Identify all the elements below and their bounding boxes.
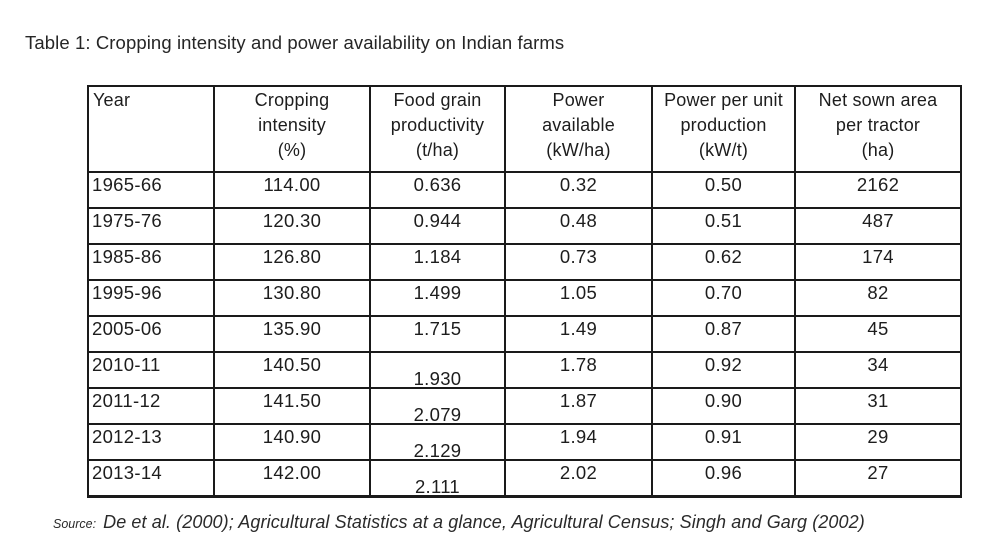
food-grain-productivity-cell: 1.184 xyxy=(369,243,506,281)
source-citation: De et al. (2000); Agricultural Statistic… xyxy=(103,512,865,532)
cropping-intensity-cell: 120.30 xyxy=(213,207,371,245)
year-cell: 2013-14 xyxy=(87,459,215,498)
year-cell: 2010-11 xyxy=(87,351,215,389)
cropping-intensity-cell: 114.00 xyxy=(213,171,371,209)
power-per-unit-cell: 0.51 xyxy=(651,207,796,245)
table-row: 2012-13 140.90 2.129 1.94 0.91 29 xyxy=(87,423,962,461)
food-grain-productivity-cell: 0.636 xyxy=(369,171,506,209)
food-grain-productivity-cell: 2.129 xyxy=(369,423,506,461)
col-header-food-grain-productivity: Food grain productivity (t/ha) xyxy=(369,85,506,173)
net-sown-area-cell: 27 xyxy=(794,459,962,498)
power-per-unit-cell: 0.90 xyxy=(651,387,796,425)
cropping-intensity-cell: 142.00 xyxy=(213,459,371,498)
power-per-unit-cell: 0.91 xyxy=(651,423,796,461)
food-grain-productivity-cell: 1.499 xyxy=(369,279,506,317)
power-available-cell: 2.02 xyxy=(504,459,653,498)
col-header-power-per-unit-production: Power per unit production (kW/t) xyxy=(651,85,796,173)
power-per-unit-cell: 0.92 xyxy=(651,351,796,389)
table-row: 2011-12 141.50 2.079 1.87 0.90 31 xyxy=(87,387,962,425)
year-cell: 1975-76 xyxy=(87,207,215,245)
cropping-intensity-cell: 135.90 xyxy=(213,315,371,353)
power-available-cell: 0.32 xyxy=(504,171,653,209)
power-available-cell: 1.49 xyxy=(504,315,653,353)
net-sown-area-cell: 31 xyxy=(794,387,962,425)
net-sown-area-cell: 2162 xyxy=(794,171,962,209)
source-note: Source: De et al. (2000); Agricultural S… xyxy=(53,512,865,533)
net-sown-area-cell: 174 xyxy=(794,243,962,281)
power-available-cell: 0.48 xyxy=(504,207,653,245)
table-row: 1985-86 126.80 1.184 0.73 0.62 174 xyxy=(87,243,962,281)
food-grain-productivity-cell: 0.944 xyxy=(369,207,506,245)
power-per-unit-cell: 0.87 xyxy=(651,315,796,353)
power-available-cell: 1.94 xyxy=(504,423,653,461)
table-row: 2005-06 135.90 1.715 1.49 0.87 45 xyxy=(87,315,962,353)
table-row: 1975-76 120.30 0.944 0.48 0.51 487 xyxy=(87,207,962,245)
power-available-cell: 1.87 xyxy=(504,387,653,425)
source-label: Source: xyxy=(53,517,97,531)
cropping-intensity-cell: 140.90 xyxy=(213,423,371,461)
col-header-power-available: Power available (kW/ha) xyxy=(504,85,653,173)
table-row: 1995-96 130.80 1.499 1.05 0.70 82 xyxy=(87,279,962,317)
food-grain-productivity-cell: 1.715 xyxy=(369,315,506,353)
year-cell: 1985-86 xyxy=(87,243,215,281)
cropping-intensity-cell: 126.80 xyxy=(213,243,371,281)
food-grain-productivity-cell: 2.079 xyxy=(369,387,506,425)
net-sown-area-cell: 29 xyxy=(794,423,962,461)
power-per-unit-cell: 0.62 xyxy=(651,243,796,281)
table-row: 2010-11 140.50 1.930 1.78 0.92 34 xyxy=(87,351,962,389)
net-sown-area-cell: 34 xyxy=(794,351,962,389)
page-title: Table 1: Cropping intensity and power av… xyxy=(25,32,565,53)
table-row: 1965-66 114.00 0.636 0.32 0.50 2162 xyxy=(87,171,962,209)
power-per-unit-cell: 0.70 xyxy=(651,279,796,317)
year-cell: 2012-13 xyxy=(87,423,215,461)
year-cell: 1965-66 xyxy=(87,171,215,209)
net-sown-area-cell: 487 xyxy=(794,207,962,245)
table-header-row: Year Cropping intensity (%) Food grain p… xyxy=(87,85,962,173)
food-grain-productivity-cell: 1.930 xyxy=(369,351,506,389)
col-header-cropping-intensity: Cropping intensity (%) xyxy=(213,85,371,173)
power-per-unit-cell: 0.96 xyxy=(651,459,796,498)
year-cell: 1995-96 xyxy=(87,279,215,317)
data-table: Year Cropping intensity (%) Food grain p… xyxy=(87,85,962,498)
col-header-net-sown-area: Net sown area per tractor (ha) xyxy=(794,85,962,173)
food-grain-productivity-cell: 2.111 xyxy=(369,459,506,498)
year-cell: 2005-06 xyxy=(87,315,215,353)
net-sown-area-cell: 82 xyxy=(794,279,962,317)
power-available-cell: 0.73 xyxy=(504,243,653,281)
power-per-unit-cell: 0.50 xyxy=(651,171,796,209)
year-cell: 2011-12 xyxy=(87,387,215,425)
net-sown-area-cell: 45 xyxy=(794,315,962,353)
power-available-cell: 1.78 xyxy=(504,351,653,389)
cropping-intensity-cell: 140.50 xyxy=(213,351,371,389)
cropping-intensity-cell: 130.80 xyxy=(213,279,371,317)
table-row: 2013-14 142.00 2.111 2.02 0.96 27 xyxy=(87,459,962,498)
cropping-intensity-cell: 141.50 xyxy=(213,387,371,425)
col-header-year: Year xyxy=(87,85,215,173)
power-available-cell: 1.05 xyxy=(504,279,653,317)
